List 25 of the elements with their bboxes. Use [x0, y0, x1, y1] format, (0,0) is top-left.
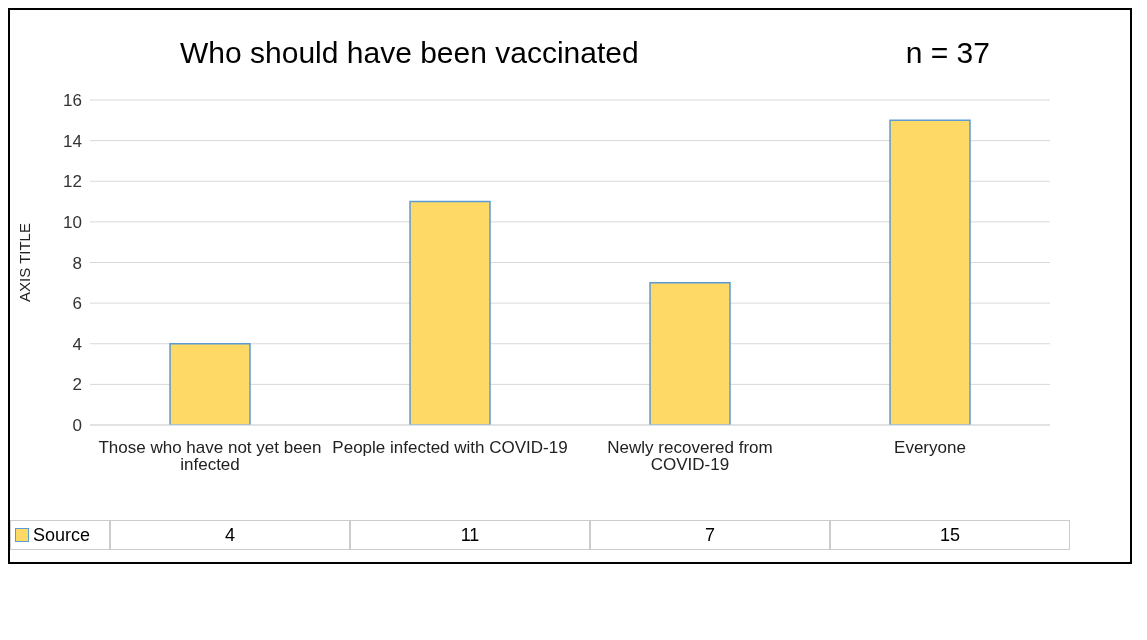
bar: [889, 119, 971, 425]
bar: [649, 282, 731, 425]
x-tick-label: Those who have not yet been infected: [98, 438, 322, 475]
data-label: 15: [830, 520, 1070, 550]
data-label: 7: [590, 520, 830, 550]
data-label: 4: [110, 520, 350, 550]
legend-label: Source: [33, 524, 91, 546]
y-axis-title: AXIS TITLE: [16, 223, 34, 302]
y-tick-label: 10: [63, 212, 82, 232]
y-tick-label: 4: [72, 334, 82, 354]
y-tick-label: 6: [72, 294, 82, 314]
y-tick-label: 0: [72, 416, 82, 436]
y-tick-label: 8: [72, 253, 82, 273]
text: n = 37: [905, 36, 990, 70]
bar: [409, 200, 491, 425]
data-label: 11: [350, 520, 590, 550]
x-tick-label: People infected with COVID-19: [332, 438, 568, 458]
y-tick-label: 16: [63, 91, 82, 111]
x-tick-label: Newly recovered from COVID-19: [607, 438, 773, 475]
y-tick-label: 14: [63, 131, 82, 151]
bar: [169, 343, 251, 425]
y-tick-label: 2: [72, 375, 82, 395]
chart-title: Who should have been vaccinated: [180, 36, 639, 70]
x-tick-label: Everyone: [894, 438, 966, 458]
y-tick-label: 12: [63, 172, 82, 192]
